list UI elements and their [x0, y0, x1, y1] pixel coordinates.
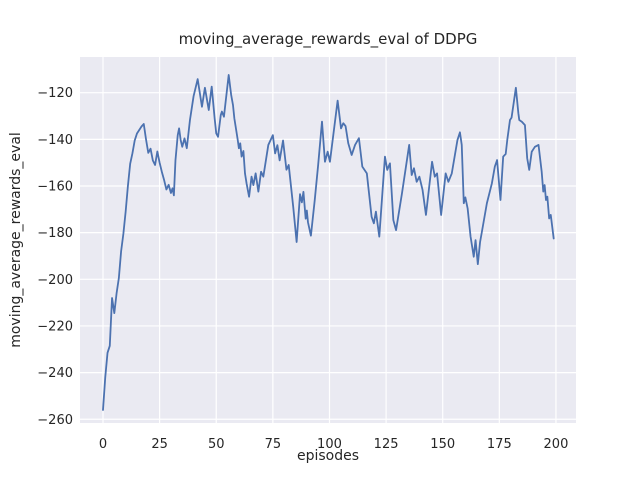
x-tick-label: 125 — [374, 437, 399, 452]
x-tick-label: 25 — [151, 437, 168, 452]
x-axis-label: episodes — [297, 448, 359, 464]
y-axis-label: moving_average_rewards_eval — [8, 132, 24, 348]
y-tick-label: −220 — [37, 319, 73, 334]
data-line-series — [102, 74, 555, 411]
y-tick-label: −260 — [37, 413, 73, 428]
y-tick-label: −200 — [37, 273, 73, 288]
x-tick-label: 75 — [265, 437, 282, 452]
x-tick-label: 200 — [544, 437, 569, 452]
y-tick-label: −120 — [37, 86, 73, 101]
x-tick-label: 0 — [99, 437, 107, 452]
x-tick-label: 175 — [487, 437, 512, 452]
y-tick-label: −240 — [37, 366, 73, 381]
x-tick-label: 50 — [208, 437, 225, 452]
x-tick-label: 100 — [317, 437, 342, 452]
chart-title: moving_average_rewards_eval of DDPG — [179, 30, 478, 49]
y-tick-label: −180 — [37, 226, 73, 241]
y-tick-label: −140 — [37, 133, 73, 148]
x-tick-label: 150 — [430, 437, 455, 452]
plot-area — [80, 57, 576, 423]
plot-background — [80, 57, 576, 423]
y-tick-label: −160 — [37, 179, 73, 194]
tick-labels: 0 25 50 75 100 125 150 175 200 −120 −140 −160 −180 −2… — [37, 86, 568, 452]
